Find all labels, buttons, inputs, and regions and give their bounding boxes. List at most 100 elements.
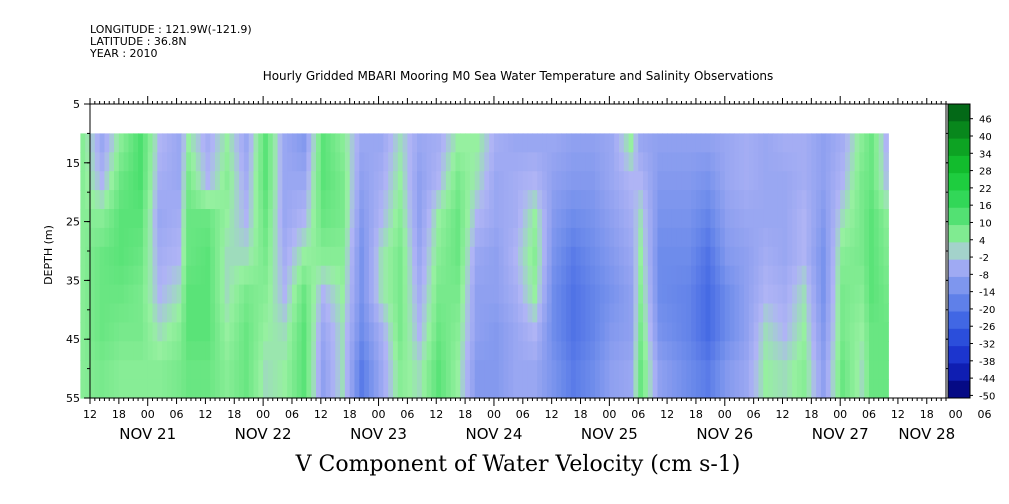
heatmap-cell [114, 190, 120, 210]
heatmap-cell [277, 133, 283, 153]
heatmap-cell [301, 265, 308, 286]
heatmap-cell [493, 265, 500, 286]
heatmap-cell [176, 227, 182, 248]
heatmap-cell [335, 190, 341, 210]
heatmap-cell [243, 322, 250, 342]
heatmap-cell [594, 265, 601, 286]
heatmap-cell [383, 341, 389, 361]
heatmap-cell [551, 265, 558, 286]
heatmap-cell [719, 341, 726, 361]
heatmap-cell [114, 227, 120, 248]
heatmap-cell [455, 227, 461, 248]
heatmap-cell [181, 284, 187, 305]
heatmap-cell [498, 379, 505, 399]
heatmap-cell [724, 171, 731, 191]
heatmap-cell [296, 341, 303, 361]
colorbar-swatch [948, 346, 970, 364]
heatmap-cell [638, 246, 644, 267]
heatmap-cell [258, 227, 264, 248]
heatmap-cell [739, 171, 745, 191]
heatmap-cell [546, 171, 553, 191]
heatmap-cell [267, 190, 274, 210]
heatmap-cell [537, 209, 543, 229]
heatmap-cell [90, 265, 96, 286]
heatmap-cell [219, 284, 226, 305]
heatmap-cell [421, 246, 428, 267]
heatmap-cell [883, 227, 889, 248]
heatmap-cell [744, 341, 750, 361]
heatmap-cell [316, 322, 322, 342]
heatmap-cell [282, 303, 288, 323]
heatmap-cell [830, 190, 836, 210]
heatmap-cell [518, 379, 524, 399]
heatmap-cell [138, 171, 144, 191]
heatmap-cell [570, 379, 577, 399]
heatmap-cell [455, 379, 461, 399]
heatmap-cell [263, 341, 269, 361]
heatmap-cell [436, 322, 442, 342]
heatmap-cell [820, 360, 827, 380]
heatmap-cell [498, 322, 505, 342]
heatmap-cell [215, 227, 221, 248]
heatmap-cell [556, 246, 562, 267]
heatmap-cell [796, 341, 803, 361]
heatmap-cell [869, 379, 875, 399]
heatmap-cell [840, 152, 846, 172]
heatmap-cell [796, 303, 803, 323]
heatmap-cell [114, 303, 120, 323]
heatmap-cell [643, 171, 649, 191]
heatmap-cell [657, 209, 663, 229]
heatmap-cell [277, 360, 283, 380]
heatmap-cell [633, 246, 639, 267]
heatmap-cell [753, 379, 760, 399]
heatmap-cell [301, 379, 308, 399]
heatmap-cell [378, 341, 384, 361]
heatmap-cell [248, 265, 255, 286]
heatmap-cell [662, 133, 668, 153]
y-tick-label: 35 [66, 274, 80, 287]
heatmap-cell [869, 265, 875, 286]
x-hour-label: 06 [400, 408, 414, 421]
heatmap-cell [825, 379, 832, 399]
x-hour-label: 12 [83, 408, 97, 421]
heatmap-cell [186, 190, 192, 210]
x-hour-label: 06 [862, 408, 876, 421]
heatmap-cell [349, 209, 356, 229]
heatmap-cell [402, 246, 408, 267]
heatmap-cell [782, 171, 788, 191]
x-hour-label: 06 [977, 408, 991, 421]
heatmap-cell [330, 171, 336, 191]
heatmap-cell [811, 227, 817, 248]
heatmap-cell [753, 341, 760, 361]
heatmap-cell [724, 379, 731, 399]
heatmap-cell [388, 341, 394, 361]
colorbar-swatch [948, 328, 970, 347]
heatmap-cell [542, 322, 548, 342]
heatmap-cell [186, 171, 192, 191]
heatmap-cell [657, 171, 663, 191]
heatmap-cell [753, 360, 760, 380]
heatmap-cell [417, 303, 423, 323]
heatmap-cell [186, 209, 192, 229]
heatmap-cell [378, 303, 384, 323]
x-hour-label: 12 [545, 408, 559, 421]
heatmap-cell [700, 303, 707, 323]
heatmap-cell [878, 171, 885, 191]
heatmap-cell [133, 246, 139, 267]
heatmap-cell [229, 209, 235, 229]
heatmap-cell [859, 265, 865, 286]
heatmap-cell [638, 190, 644, 210]
heatmap-cell [301, 190, 308, 210]
heatmap-cell [590, 209, 596, 229]
heatmap-cell [469, 171, 476, 191]
heatmap-cell [734, 190, 740, 210]
heatmap-cell [662, 152, 668, 172]
heatmap-cell [277, 190, 283, 210]
heatmap-cell [200, 303, 207, 323]
heatmap-cell [465, 227, 471, 248]
heatmap-cell [224, 265, 231, 286]
heatmap-cell [243, 152, 250, 172]
heatmap-cell [647, 322, 654, 342]
heatmap-cell [623, 341, 630, 361]
heatmap-cell [830, 379, 836, 399]
